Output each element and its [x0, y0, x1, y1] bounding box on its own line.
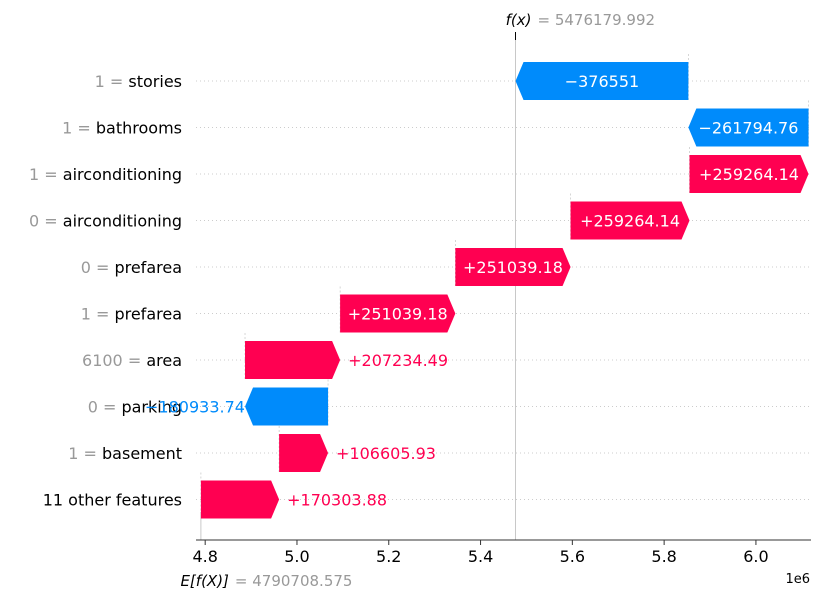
- fx-label-text: f(x): [506, 11, 532, 29]
- feature-value: 6100 =: [82, 351, 146, 370]
- x-tick-label: 6.0: [743, 547, 768, 566]
- feature-label: 1 = basement: [68, 444, 182, 463]
- x-tick-label: 5.4: [468, 547, 493, 566]
- feature-name: airconditioning: [63, 165, 182, 184]
- positive-contribution-bar: [279, 434, 329, 472]
- feature-name: stories: [128, 72, 182, 91]
- feature-label: 1 = bathrooms: [62, 119, 182, 138]
- ex-value-text: = 4790708.575: [235, 572, 353, 590]
- contribution-label: −261794.76: [698, 119, 798, 138]
- x-tick-label: 5.0: [284, 547, 309, 566]
- positive-contribution-bar: [340, 294, 456, 333]
- feature-value: 1 =: [68, 444, 102, 463]
- feature-value: 1 =: [29, 165, 63, 184]
- positive-contribution-bar: [570, 201, 690, 240]
- feature-label: 1 = prefarea: [81, 305, 182, 324]
- ex-label: E[f(X)]: [180, 572, 229, 590]
- feature-name: airconditioning: [63, 212, 182, 231]
- feature-label: 1 = stories: [95, 72, 182, 91]
- contribution-label: +170303.88: [287, 491, 387, 510]
- positive-contribution-bar: [245, 341, 341, 379]
- contribution-label: +251039.18: [463, 258, 563, 277]
- feature-label: 0 = prefarea: [81, 258, 182, 277]
- feature-name: prefarea: [114, 305, 182, 324]
- bars-layer: −376551 −261794.76 +259264.14 +259264.14 +25…: [145, 62, 809, 519]
- feature-value: 0 =: [81, 258, 115, 277]
- feature-value: 1 =: [95, 72, 129, 91]
- x-axis: 4.8 5.0 5.2 5.4 5.6 5.8 6.0: [192, 539, 811, 566]
- feature-name: prefarea: [114, 258, 182, 277]
- feature-name: 11 other features: [43, 491, 182, 510]
- contribution-label: +259264.14: [699, 165, 799, 184]
- feature-value: 1 =: [81, 305, 115, 324]
- contribution-label: +251039.18: [348, 305, 448, 324]
- ex-label-text: E[f(X)]: [180, 572, 229, 590]
- fx-value-text: = 5476179.992: [538, 11, 656, 29]
- positive-contribution-bar: [689, 155, 809, 193]
- contribution-label: +106605.93: [336, 444, 436, 463]
- feature-label: 0 = parking: [88, 398, 182, 417]
- contribution-label: −376551: [565, 72, 639, 91]
- contribution-label: +259264.14: [580, 212, 680, 231]
- feature-label: 0 = airconditioning: [29, 212, 182, 231]
- feature-label: 11 other features: [43, 491, 182, 510]
- contribution-label: +207234.49: [348, 351, 448, 370]
- feature-value: 0 =: [29, 212, 63, 231]
- positive-contribution-bar: [455, 248, 571, 286]
- x-tick-label: 5.2: [376, 547, 401, 566]
- feature-value: 0 =: [88, 398, 122, 417]
- contribution-label: −180933.74: [145, 398, 245, 417]
- feature-name: parking: [121, 398, 182, 417]
- x-tick-label: 5.8: [651, 547, 676, 566]
- negative-contribution-bar: [688, 108, 809, 147]
- positive-contribution-bar: [200, 480, 280, 519]
- feature-label: 6100 = area: [82, 351, 182, 370]
- feature-name: area: [146, 351, 182, 370]
- negative-contribution-bar: [245, 387, 329, 426]
- feature-name: bathrooms: [96, 119, 182, 138]
- x-tick-label: 5.6: [560, 547, 585, 566]
- x-tick-label: 4.8: [192, 547, 217, 566]
- feature-value: 1 =: [62, 119, 96, 138]
- negative-contribution-bar: [515, 62, 689, 100]
- feature-name: basement: [102, 444, 182, 463]
- fx-label: f(x): [506, 11, 532, 29]
- feature-label: 1 = airconditioning: [29, 165, 182, 184]
- axis-scale-label: 1e6: [785, 572, 810, 587]
